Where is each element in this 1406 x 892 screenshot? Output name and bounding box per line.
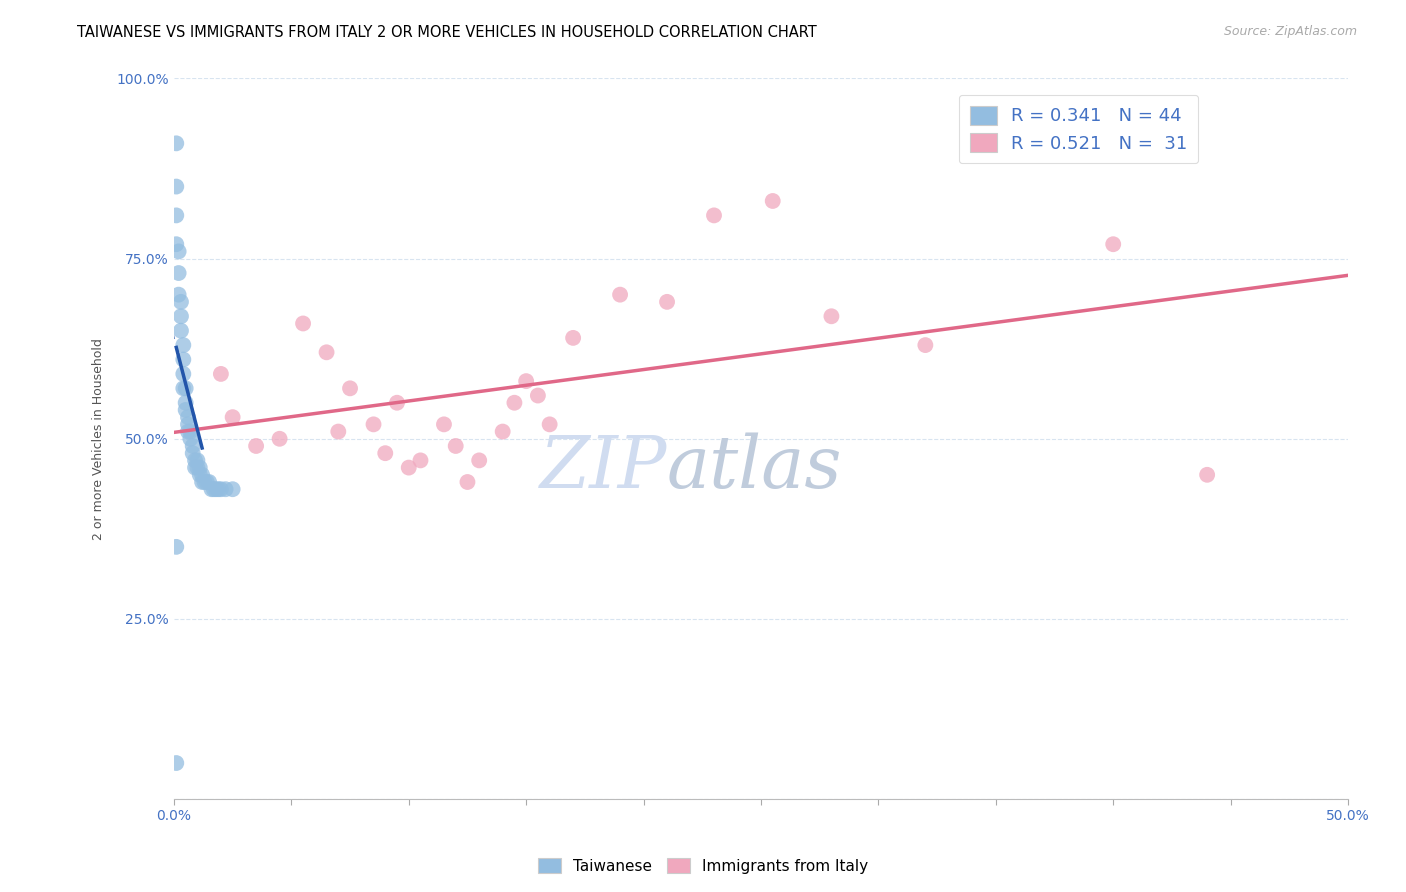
Point: [177, 417, 200, 432]
Point: [315, 345, 337, 359]
Point: [170, 294, 193, 309]
Point: [456, 475, 478, 489]
Point: [181, 446, 204, 460]
Point: [165, 208, 187, 222]
Point: [181, 439, 204, 453]
Point: [374, 446, 396, 460]
Point: [444, 439, 467, 453]
Point: [339, 381, 361, 395]
Point: [914, 338, 936, 352]
Point: [165, 136, 187, 151]
Text: ZIP: ZIP: [540, 433, 666, 503]
Text: Source: ZipAtlas.com: Source: ZipAtlas.com: [1223, 25, 1357, 38]
Point: [363, 417, 385, 432]
Point: [609, 287, 631, 301]
Point: [179, 425, 201, 439]
Point: [191, 467, 214, 482]
Point: [703, 208, 725, 222]
Point: [1102, 237, 1125, 252]
Point: [195, 475, 218, 489]
Point: [172, 381, 194, 395]
Point: [409, 453, 432, 467]
Point: [385, 396, 408, 410]
Point: [167, 244, 190, 259]
Point: [184, 460, 207, 475]
Point: [172, 367, 194, 381]
Point: [193, 475, 215, 489]
Point: [186, 453, 208, 467]
Point: [269, 432, 291, 446]
Y-axis label: 2 or more Vehicles in Household: 2 or more Vehicles in Household: [93, 338, 105, 540]
Point: [209, 367, 232, 381]
Point: [177, 410, 200, 425]
Point: [172, 352, 194, 367]
Point: [205, 482, 228, 496]
Point: [174, 403, 197, 417]
Point: [191, 475, 214, 489]
Point: [515, 374, 537, 388]
Point: [186, 460, 208, 475]
Point: [165, 237, 187, 252]
Point: [433, 417, 456, 432]
Point: [292, 317, 315, 331]
Point: [1197, 467, 1219, 482]
Text: TAIWANESE VS IMMIGRANTS FROM ITALY 2 OR MORE VEHICLES IN HOUSEHOLD CORRELATION C: TAIWANESE VS IMMIGRANTS FROM ITALY 2 OR …: [77, 25, 817, 40]
Point: [492, 425, 515, 439]
Point: [165, 756, 187, 770]
Point: [184, 453, 207, 467]
Point: [398, 460, 420, 475]
Point: [207, 482, 229, 496]
Point: [538, 417, 561, 432]
Point: [245, 439, 267, 453]
Legend: R = 0.341   N = 44, R = 0.521   N =  31: R = 0.341 N = 44, R = 0.521 N = 31: [959, 95, 1198, 163]
Point: [221, 410, 243, 425]
Point: [174, 396, 197, 410]
Point: [762, 194, 785, 208]
Point: [165, 179, 187, 194]
Point: [179, 432, 201, 446]
Point: [188, 460, 211, 475]
Point: [200, 482, 222, 496]
Text: atlas: atlas: [666, 433, 842, 503]
Point: [562, 331, 585, 345]
Point: [820, 310, 842, 324]
Point: [468, 453, 491, 467]
Point: [170, 324, 193, 338]
Point: [198, 475, 221, 489]
Point: [170, 310, 193, 324]
Point: [165, 540, 187, 554]
Point: [174, 381, 197, 395]
Point: [172, 338, 194, 352]
Point: [202, 482, 225, 496]
Point: [177, 425, 200, 439]
Point: [527, 388, 550, 402]
Point: [188, 467, 211, 482]
Point: [214, 482, 236, 496]
Point: [209, 482, 232, 496]
Point: [221, 482, 243, 496]
Point: [655, 294, 678, 309]
Point: [167, 287, 190, 301]
Point: [167, 266, 190, 280]
Point: [328, 425, 350, 439]
Point: [503, 396, 526, 410]
Legend: Taiwanese, Immigrants from Italy: Taiwanese, Immigrants from Italy: [531, 852, 875, 880]
